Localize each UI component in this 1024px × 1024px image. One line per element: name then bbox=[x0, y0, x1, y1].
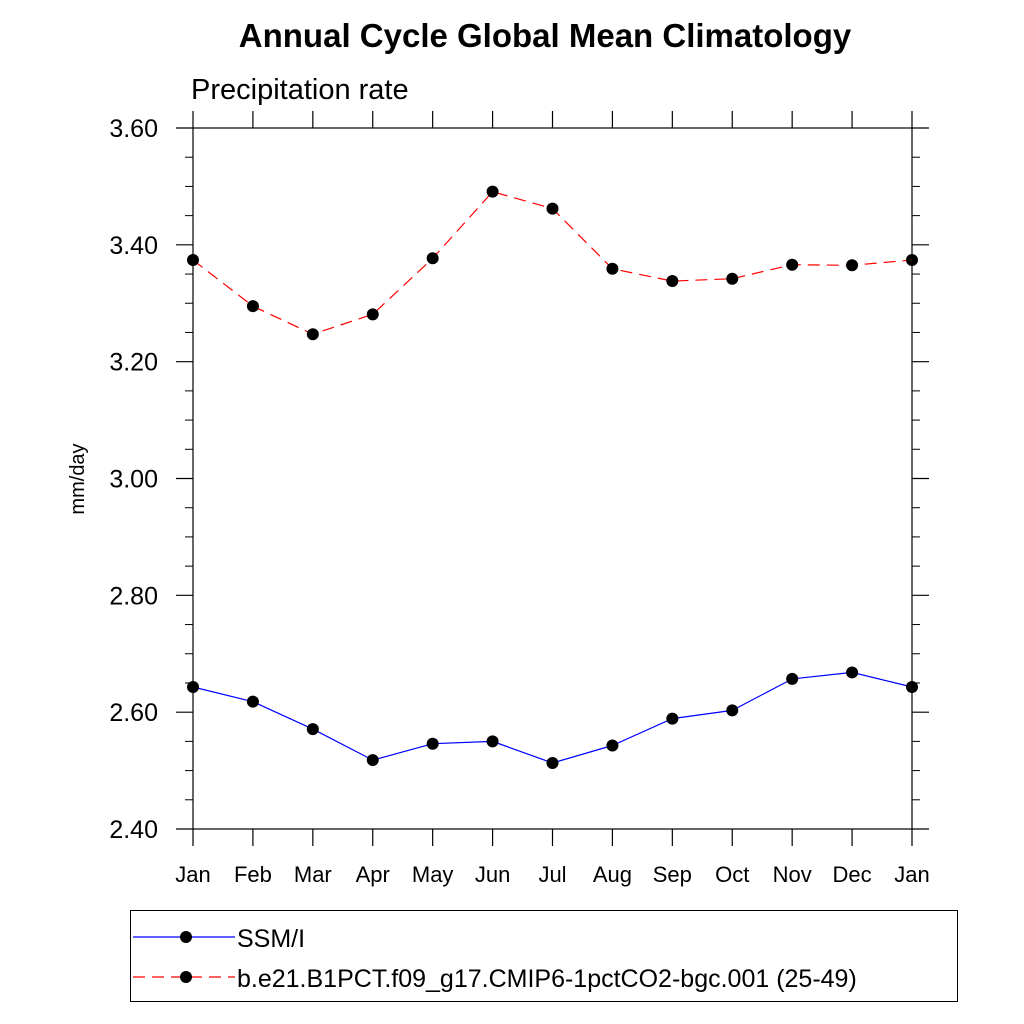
legend-item-model: b.e21.B1PCT.f09_g17.CMIP6-1pctCO2-bgc.00… bbox=[131, 957, 957, 997]
series-1-point bbox=[846, 259, 859, 272]
x-tick-label: Jan bbox=[894, 862, 929, 887]
series-0-point bbox=[726, 704, 739, 717]
x-tick-label: Dec bbox=[833, 862, 872, 887]
series-0-point bbox=[606, 739, 619, 752]
y-tick-label: 2.40 bbox=[109, 816, 158, 844]
chart-title: Annual Cycle Global Mean Climatology bbox=[239, 17, 852, 54]
series-1-point bbox=[246, 300, 259, 313]
series-1-point bbox=[606, 262, 619, 275]
series-0-point bbox=[546, 756, 559, 769]
series-0-point bbox=[906, 681, 918, 694]
series-0-point bbox=[846, 666, 859, 679]
series-1-point bbox=[726, 272, 739, 285]
legend-label-ssmi: SSM/I bbox=[237, 925, 306, 953]
series-1-point bbox=[426, 252, 439, 265]
legend-swatch-ssmi bbox=[133, 931, 235, 943]
legend-item-ssmi: SSM/I bbox=[131, 917, 957, 957]
series-1-point bbox=[546, 202, 559, 215]
series-0-point bbox=[786, 672, 799, 685]
x-tick-label: Jan bbox=[175, 862, 210, 887]
series-0-point bbox=[666, 712, 679, 725]
series-1-point bbox=[666, 275, 679, 288]
y-tick-label: 3.20 bbox=[109, 349, 158, 377]
series-0-point bbox=[486, 735, 499, 748]
series-0-point bbox=[366, 754, 379, 767]
legend-label-model: b.e21.B1PCT.f09_g17.CMIP6-1pctCO2-bgc.00… bbox=[237, 965, 857, 993]
y-axis-label: mm/day bbox=[67, 443, 89, 514]
y-tick-label: 3.60 bbox=[109, 115, 158, 143]
chart: Annual Cycle Global Mean Climatology Pre… bbox=[67, 17, 930, 887]
series-layer bbox=[187, 185, 918, 769]
x-tick-label: Oct bbox=[715, 862, 749, 887]
x-tick-label: Jun bbox=[475, 862, 510, 887]
x-tick-label: Aug bbox=[593, 862, 632, 887]
x-tick-label: Nov bbox=[773, 862, 812, 887]
series-1-point bbox=[187, 254, 199, 267]
chart-subtitle: Precipitation rate bbox=[191, 74, 409, 106]
series-1-point bbox=[366, 308, 379, 321]
y-tick-label: 2.80 bbox=[109, 582, 158, 610]
series-0-point bbox=[306, 723, 319, 736]
x-tick-label: Jul bbox=[538, 862, 566, 887]
y-tick-label: 3.40 bbox=[109, 232, 158, 260]
x-tick-label: May bbox=[412, 862, 454, 887]
series-0-point bbox=[187, 681, 199, 694]
x-tick-label: Apr bbox=[356, 862, 390, 887]
series-1-point bbox=[906, 254, 918, 267]
legend-swatch-model bbox=[133, 971, 235, 983]
series-line-0 bbox=[192, 671, 913, 764]
series-0-point bbox=[426, 737, 439, 750]
x-tick-label: Sep bbox=[653, 862, 692, 887]
series-1-point bbox=[486, 185, 499, 198]
y-tick-label: 3.00 bbox=[109, 466, 158, 494]
x-tick-label: Mar bbox=[294, 862, 332, 887]
legend: SSM/I b.e21.B1PCT.f09_g17.CMIP6-1pctCO2-… bbox=[130, 910, 958, 1002]
series-1-point bbox=[786, 258, 799, 271]
y-tick-label: 2.60 bbox=[109, 699, 158, 727]
series-1-point bbox=[306, 328, 319, 341]
series-0-point bbox=[246, 695, 259, 708]
x-tick-label: Feb bbox=[234, 862, 272, 887]
axes-layer: 2.40 2.60 2.80 3.00 3.20 3.40 3.60 Jan Feb Mar Apr… bbox=[109, 111, 930, 887]
